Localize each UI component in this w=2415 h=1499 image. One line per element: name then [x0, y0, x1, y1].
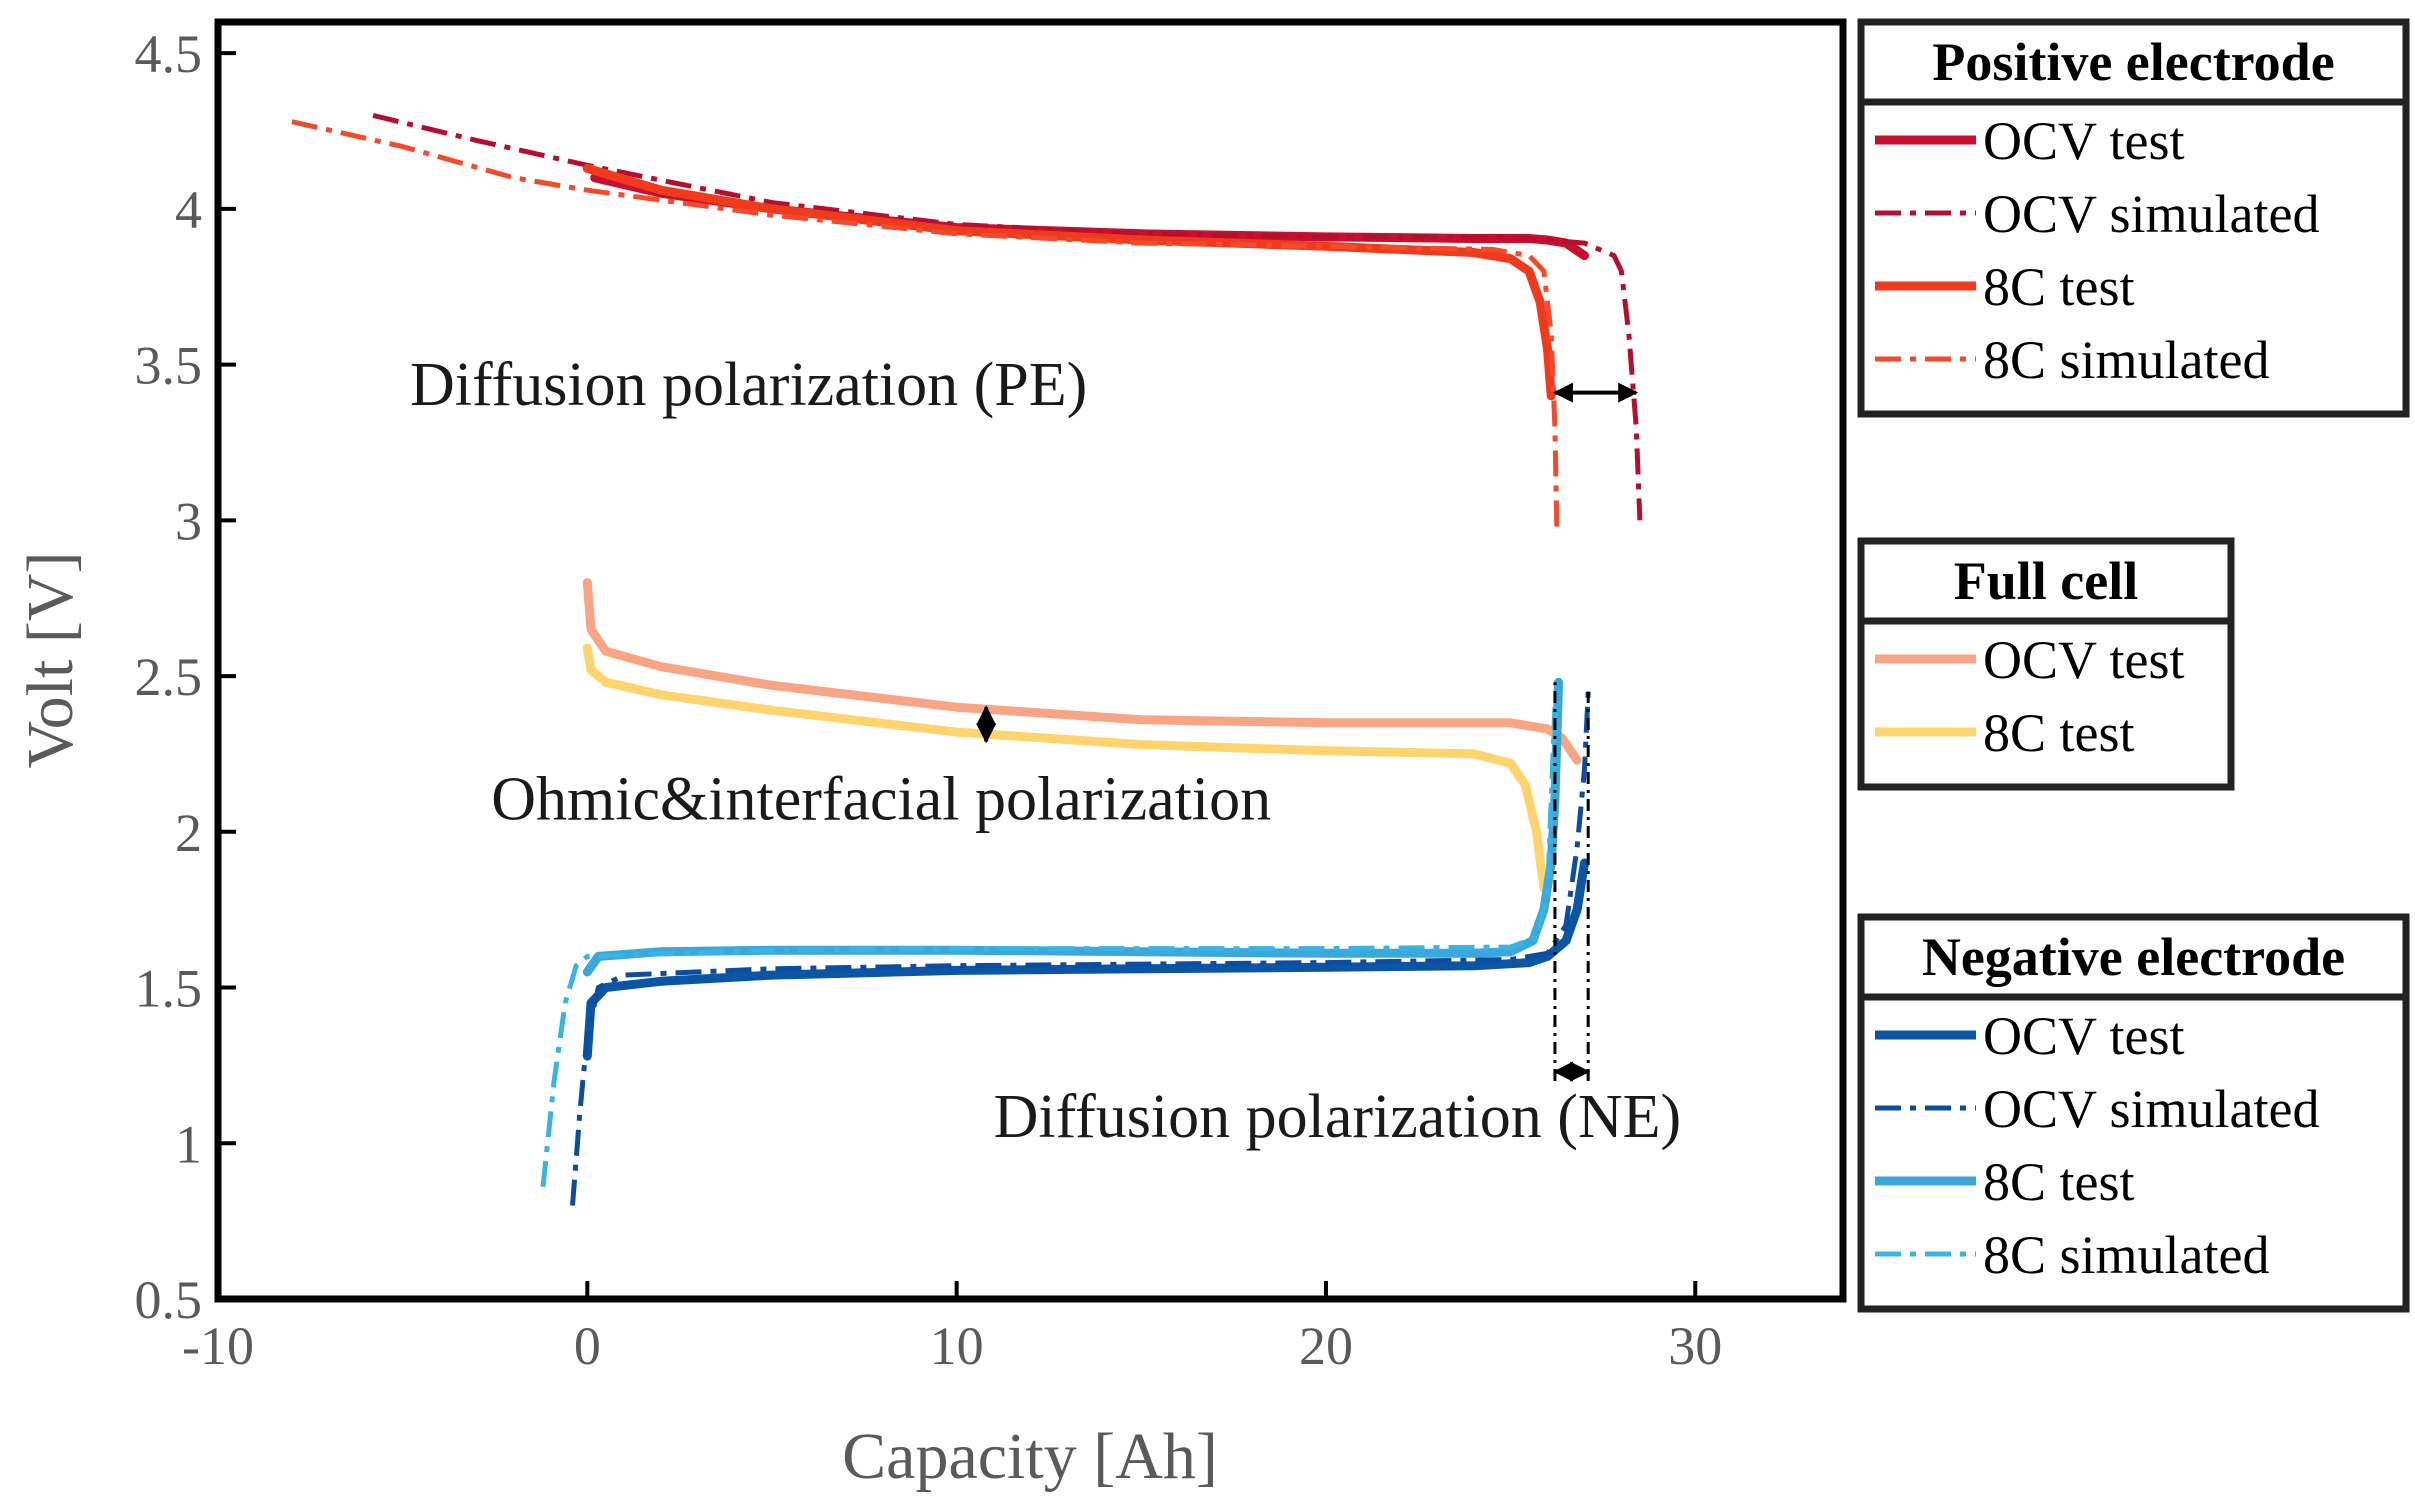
- y-tick-label: 2.5: [135, 647, 203, 707]
- legend-label: OCV test: [1983, 111, 2185, 171]
- legend-label: 8C test: [1983, 703, 2135, 763]
- y-axis-title: Volt [V]: [14, 552, 87, 769]
- legend-label: 8C test: [1983, 257, 2135, 317]
- y-tick-label: 4.5: [135, 24, 203, 84]
- series-ne-8c-simulated: [540, 707, 1558, 1188]
- y-ticks: 0.5 1 1.5 2 2.5 3 3.5 4 4.5: [135, 24, 236, 1330]
- curves: [291, 112, 1643, 1206]
- legend-label: OCV test: [1983, 1006, 2185, 1066]
- series-pe-ocv-simulated: [372, 112, 1643, 521]
- series-ne-ocv-simulated: [570, 691, 1591, 1206]
- annotations: Diffusion polarization (PE) Ohmic&interfa…: [410, 351, 1681, 1151]
- series-full-cell-8c-test: [582, 643, 1549, 893]
- annotation-ne: Diffusion polarization (NE): [994, 1083, 1682, 1151]
- plot-frame: [214, 18, 1847, 1303]
- y-tick-label: 3.5: [135, 336, 203, 396]
- legend: Positive electrode OCV test OCV simulated 8…: [1857, 18, 2410, 1313]
- y-tick-label: 2: [175, 803, 202, 863]
- legend-title: Full cell: [1954, 551, 2138, 611]
- x-tick-label: 10: [930, 1316, 984, 1376]
- x-tick-label: -10: [182, 1316, 254, 1376]
- legend-label: OCV simulated: [1983, 184, 2320, 244]
- legend-label: 8C test: [1983, 1152, 2135, 1212]
- legend-group-full: Full cell OCV test 8C test: [1857, 537, 2235, 791]
- y-tick-label: 4: [175, 180, 202, 240]
- legend-label: OCV test: [1983, 630, 2185, 690]
- legend-group-positive: Positive electrode OCV test OCV simulated 8…: [1857, 18, 2410, 418]
- legend-title: Negative electrode: [1922, 927, 2345, 987]
- y-tick-label: 3: [175, 491, 202, 551]
- x-ticks: -10 0 10 20 30: [182, 1281, 1722, 1376]
- legend-label: 8C simulated: [1983, 330, 2269, 390]
- legend-label: 8C simulated: [1983, 1225, 2269, 1285]
- annotation-ohmic: Ohmic&interfacial polarization: [491, 765, 1271, 833]
- legend-group-negative: Negative electrode OCV test OCV simulated 8…: [1857, 913, 2410, 1313]
- y-tick-label: 1: [175, 1114, 202, 1174]
- legend-entries-box: [1857, 98, 2410, 418]
- series-pe-ocv-test: [590, 173, 1589, 261]
- x-tick-label: 30: [1668, 1316, 1722, 1376]
- y-tick-label: 1.5: [135, 959, 203, 1019]
- series-pe-8c-simulated: [291, 119, 1560, 527]
- legend-title: Positive electrode: [1932, 32, 2334, 92]
- annotation-pe: Diffusion polarization (PE): [410, 351, 1087, 419]
- x-axis-title: Capacity [Ah]: [842, 1420, 1218, 1493]
- legend-title-box: [1857, 913, 2410, 1001]
- legend-entries-box: [1857, 617, 2235, 791]
- legend-entries-box: [1857, 993, 2410, 1313]
- series-full-cell-ocv-test: [582, 578, 1582, 765]
- y-tick-label: 0.5: [135, 1270, 203, 1330]
- x-tick-label: 0: [574, 1316, 601, 1376]
- legend-label: OCV simulated: [1983, 1079, 2320, 1139]
- series-ne-ocv-test: [582, 858, 1589, 1061]
- x-tick-label: 20: [1299, 1316, 1353, 1376]
